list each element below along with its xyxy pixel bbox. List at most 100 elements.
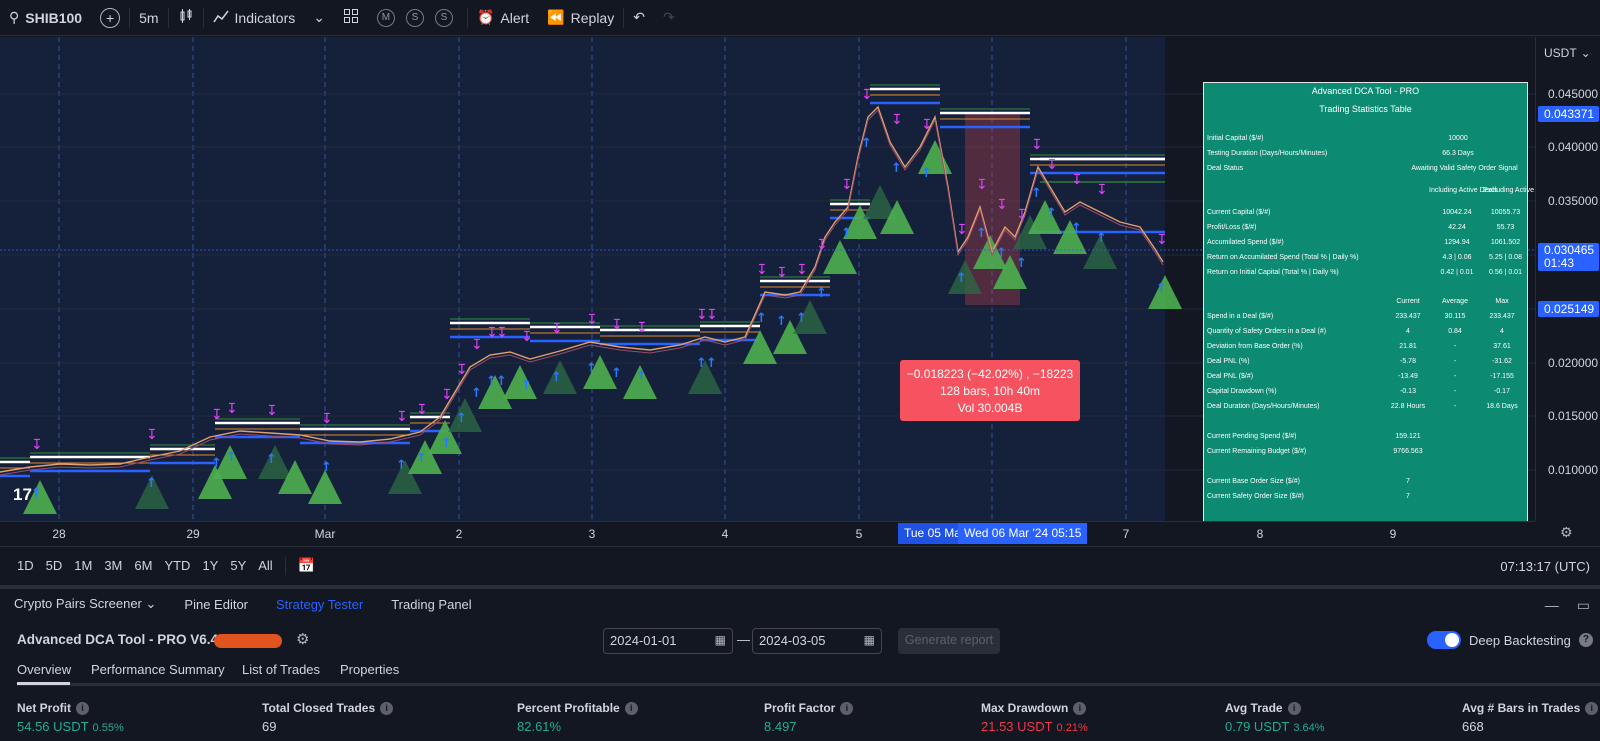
range-button-all[interactable]: All (258, 558, 273, 573)
stats-label: Accumilated Spend ($/#) (1207, 239, 1284, 246)
layouts-button[interactable] (334, 0, 368, 36)
stats-value: 30.115 (1444, 313, 1466, 320)
price-axis[interactable]: 0.0450000.0400000.0350000.0300000.025000… (1535, 37, 1600, 521)
stats-value: 9766.563 (1393, 448, 1423, 455)
stats-value: - (1453, 343, 1457, 350)
chart-type-button[interactable] (169, 0, 203, 36)
indicators-button[interactable]: Indicators (204, 0, 305, 36)
calendar-icon[interactable]: 📅 (297, 557, 316, 573)
interval-button[interactable]: 5m (130, 0, 167, 36)
ms-button-m[interactable]: M (376, 8, 395, 27)
stats-label: Current Capital ($/#) (1207, 209, 1271, 216)
tab-properties[interactable]: Properties (340, 662, 400, 677)
stats-row: Current Capital ($/#) 10042.24 10055.73 (1207, 209, 1525, 219)
stats-label: Current Remaining Budget ($/#) (1207, 448, 1307, 455)
symbol-search[interactable]: ⚲ SHIB100 (0, 0, 91, 36)
svg-text:↧: ↧ (796, 262, 808, 278)
chart-canvas[interactable]: ↧ ↑ ↧ ↑ ↧ ↑ ↧ ↑ ↧ ↑ ↧ ↑ ↧ ↑ ↧ ↑ ↧ ↑ ↧ ↑ ↧ ↑ ↧ ↑ ↧ ↑ ↧ ↑ ↧ ↑ ↧ ↑ ↧ ↑ ↧ ↑ ↧ ↑ ↧ ↑… (0, 37, 1535, 521)
range-button-1m[interactable]: 1M (74, 558, 93, 573)
ms-buttons: M S S (368, 0, 467, 36)
stats-value: -31.62 (1492, 358, 1512, 365)
ms-button-s1[interactable]: S (405, 8, 424, 27)
compare-button[interactable]: + (91, 0, 129, 36)
measure-tooltip: −0.018223 (−42.02%) , −18223 128 bars, 1… (900, 360, 1080, 421)
redo-button[interactable]: ↷ (654, 0, 684, 36)
price-chart[interactable]: ↧↑↧↑↧↑↧↑↧↑↧↑↧↑↧↑↧↑↧↑↧↑↧↑↧↑↧↑↧↑↧↑↧↑↧↑↧↑↧↑… (0, 37, 1535, 521)
stats-header-row: Current Average Max (1207, 298, 1525, 308)
info-icon[interactable]: i (1287, 701, 1301, 715)
svg-text:↧: ↧ (146, 427, 158, 443)
svg-text:↑: ↑ (611, 366, 622, 381)
range-button-3m[interactable]: 3M (104, 558, 123, 573)
metric-value-text: 8.497 (764, 719, 797, 734)
range-button-5d[interactable]: 5D (45, 558, 63, 573)
measure-bars: 128 bars, 10h 40m (939, 384, 1041, 398)
range-button-6m[interactable]: 6M (134, 558, 153, 573)
info-icon[interactable]: i (380, 701, 394, 715)
maximize-icon[interactable]: ▭ (1576, 597, 1590, 613)
info-icon[interactable]: i (624, 701, 638, 715)
calendar-icon[interactable]: ▦ (863, 633, 875, 647)
tab-crypto-pairs-screener[interactable]: Crypto Pairs Screener ⌄ (0, 596, 170, 612)
date-separator: — (737, 632, 750, 647)
metric-label-text: Total Closed Trades (262, 701, 376, 715)
stats-label: Profit/Loss ($/#) (1207, 224, 1257, 231)
tab-performance-summary[interactable]: Performance Summary (91, 662, 225, 677)
undo-button[interactable]: ↶ (624, 0, 654, 36)
tab-pine-editor[interactable]: Pine Editor (170, 597, 262, 612)
strategy-settings-icon[interactable]: ⚙ (296, 631, 310, 648)
templates-dropdown[interactable]: ⌄ (304, 0, 334, 36)
deep-backtesting-toggle[interactable] (1427, 631, 1461, 649)
date-to-input[interactable]: 2024-03-05 ▦ (752, 628, 882, 654)
svg-text:↧: ↧ (921, 117, 933, 133)
range-button-1d[interactable]: 1D (17, 558, 34, 573)
stats-row: Current Base Order Size ($/#) 7 (1207, 478, 1525, 488)
info-icon[interactable]: i (1585, 701, 1599, 715)
metric-card: Profit Factor i 8.497 (764, 701, 854, 734)
alarm-clock-icon: ⏰ (476, 9, 495, 25)
utc-clock[interactable]: 07:13:17 (UTC) (1500, 559, 1590, 574)
stats-row: Return on Initial Capital (Total % | Dai… (1207, 269, 1525, 279)
date-from-input[interactable]: 2024-01-01 ▦ (603, 628, 733, 654)
stats-row: Return on Accumilated Spend (Total % | D… (1207, 254, 1525, 264)
deep-backtesting-label: Deep Backtesting (1469, 632, 1571, 648)
minimize-icon[interactable]: — (1544, 597, 1559, 613)
range-button-1y[interactable]: 1Y (202, 558, 219, 573)
metric-label: Max Drawdown i (981, 701, 1088, 715)
generate-report-button[interactable]: Generate report (898, 628, 1000, 654)
currency-select[interactable]: USDT ⌄ (1540, 42, 1596, 64)
settings-gear-icon[interactable]: ⚙ (1560, 524, 1573, 540)
replay-button[interactable]: ⏪ Replay (538, 0, 623, 36)
metric-label-text: Profit Factor (764, 701, 836, 715)
tab-list-of-trades[interactable]: List of Trades (242, 662, 321, 677)
stats-col-header: Max (1495, 298, 1509, 305)
tab-strategy-tester[interactable]: Strategy Tester (262, 597, 377, 612)
tab-trading-panel[interactable]: Trading Panel (377, 597, 485, 612)
range-button-ytd[interactable]: YTD (164, 558, 191, 573)
time-axis[interactable]: 28 29 Mar 2 3 4 5 7 8 9 Tue 05 Ma Wed 06 Mar '24 05… (0, 521, 1535, 544)
stats-label: Initial Capital ($/#) (1207, 135, 1264, 142)
svg-text:↑: ↑ (456, 411, 467, 426)
time-tick: 8 (1256, 527, 1264, 541)
deep-backtesting-toggle-group: Deep Backtesting ? (1427, 631, 1593, 649)
strategy-name: Advanced DCA Tool - PRO V6.40 (17, 632, 226, 647)
alert-button[interactable]: ⏰ Alert (468, 0, 538, 36)
metric-label: Avg Trade i (1225, 701, 1325, 715)
ms-button-s2[interactable]: S (434, 8, 453, 27)
info-icon[interactable]: i (76, 701, 89, 715)
stats-label: Current Base Order Size ($/#) (1207, 478, 1300, 485)
svg-text:↑: ↑ (211, 456, 222, 471)
help-icon[interactable]: ? (1578, 633, 1593, 647)
buy-signal-triangles (23, 140, 1182, 514)
tab-overview[interactable]: Overview (17, 662, 72, 677)
price-tick: 0.045000 (1548, 87, 1599, 101)
info-icon[interactable]: i (1073, 701, 1087, 715)
range-button-5y[interactable]: 5Y (230, 558, 247, 573)
dca-levels (0, 84, 1165, 478)
calendar-icon[interactable]: ▦ (714, 633, 726, 647)
info-icon[interactable]: i (840, 701, 854, 715)
stats-row: Deal Status Awaiting Valid Safety Order S… (1207, 165, 1525, 175)
svg-text:↧: ↧ (31, 437, 43, 453)
svg-text:↑: ↑ (861, 136, 872, 151)
svg-text:↧: ↧ (891, 112, 903, 128)
